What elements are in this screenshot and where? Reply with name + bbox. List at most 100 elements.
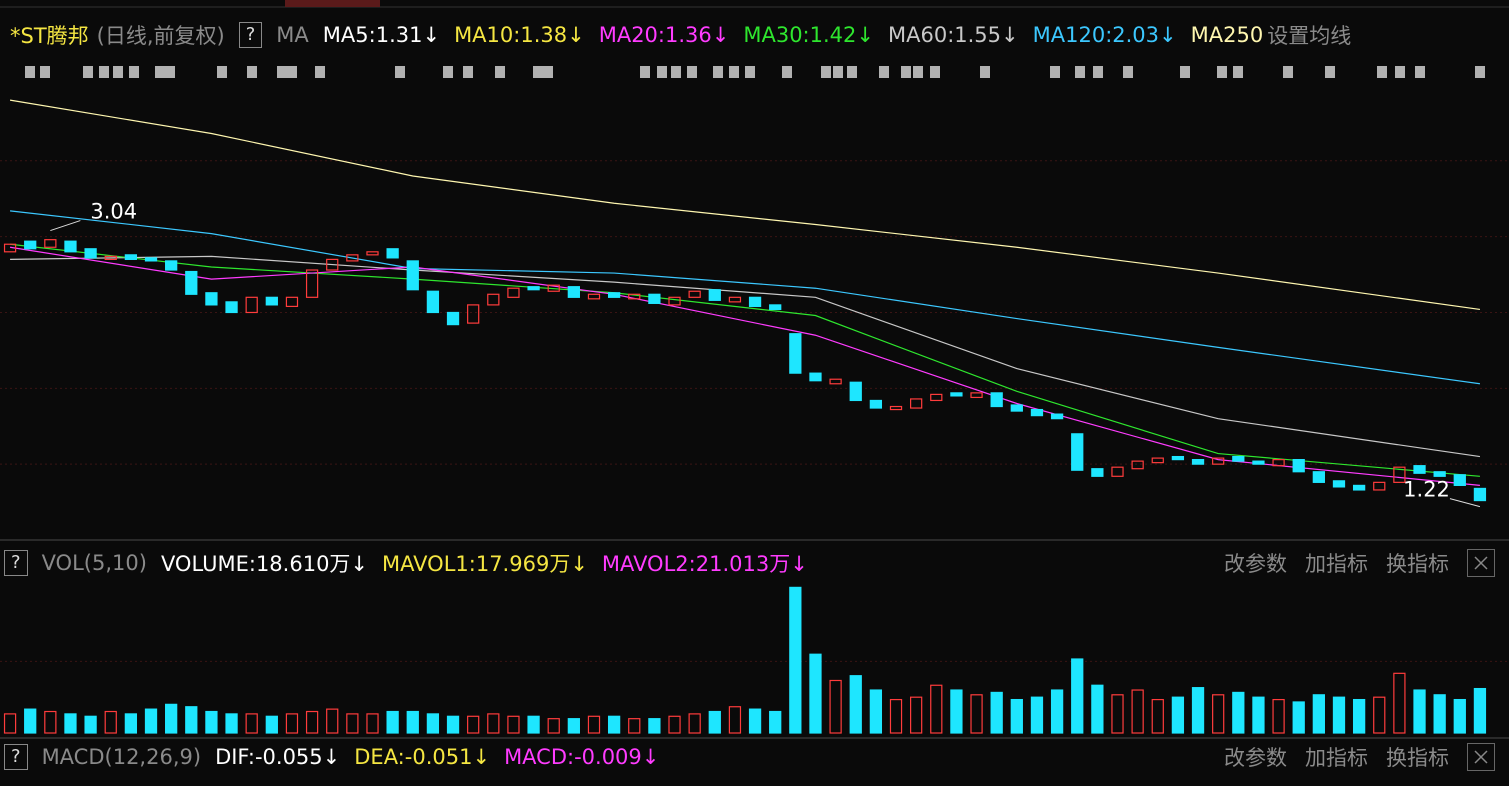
event-icon (640, 66, 650, 78)
volume-bar (728, 706, 742, 734)
volume-bar (628, 718, 641, 734)
indicator: MA10:1.38↓ (454, 23, 585, 47)
candle-up (346, 254, 359, 262)
volume-bar (1010, 698, 1023, 734)
help-button[interactable]: ? (4, 550, 28, 576)
panel-name: MACD(12,26,9) (41, 745, 202, 769)
panel-button[interactable]: 换指标 (1386, 746, 1449, 770)
volume-bar (1232, 691, 1245, 734)
help-button[interactable]: ? (4, 744, 28, 770)
candle-up (285, 296, 299, 308)
candle-down (1433, 471, 1446, 477)
volume-bar (24, 708, 37, 734)
candle-up (44, 239, 57, 248)
panel-button[interactable]: 改参数 (1224, 746, 1287, 770)
candle-up (1151, 457, 1164, 464)
volume-bar (748, 708, 762, 734)
volume-bar (205, 710, 218, 734)
event-icon (930, 66, 940, 78)
event-icon (729, 66, 739, 78)
close-button[interactable] (1467, 549, 1495, 577)
annotation-arrow (50, 220, 81, 232)
volume-bar (467, 715, 480, 734)
help-button[interactable]: ? (238, 22, 263, 48)
active-tab (285, 0, 380, 7)
candle-up (1272, 459, 1285, 467)
indicator: MA30:1.42↓ (743, 23, 874, 47)
event-icon (40, 66, 50, 78)
period: (日线,前复权) (96, 24, 225, 48)
panel-buttons: 改参数 加指标 换指标 (1224, 546, 1495, 580)
volume-bar (607, 715, 621, 734)
candle-up (628, 293, 641, 300)
candle-up (930, 393, 943, 402)
indicator: MA250 (1190, 23, 1264, 47)
indicator: MAVOL2:21.013万↓ (601, 552, 808, 576)
volume-bar (1131, 689, 1144, 734)
volume-bar (708, 710, 721, 734)
volume-bar (1191, 687, 1205, 734)
volume-bar (1332, 696, 1346, 734)
event-icon (1377, 66, 1387, 78)
volume-header: ? VOL(5,10) VOLUME:18.610万↓ MAVOL1:17.969… (4, 546, 808, 580)
candle-down (1252, 460, 1265, 465)
event-icon (25, 66, 35, 78)
volume-bar (64, 713, 77, 734)
volume-bar (144, 708, 158, 734)
candle-down (648, 293, 661, 304)
event-icon (315, 66, 325, 78)
candle-up (104, 255, 117, 260)
candle-up (728, 296, 742, 303)
candle-up (467, 304, 480, 324)
ma-label: MA (276, 23, 309, 47)
volume-bar (386, 710, 399, 734)
candle-down (124, 254, 138, 260)
volume-bar (688, 713, 701, 734)
candle-down (1473, 487, 1487, 502)
panel-button[interactable]: 改参数 (1224, 552, 1287, 576)
moving-average-line (9, 99, 1481, 311)
event-icon (1075, 66, 1085, 78)
volume-bar (346, 713, 359, 734)
event-icon (463, 66, 473, 78)
indicator: VOLUME:18.610万↓ (160, 552, 369, 576)
event-icon (782, 66, 792, 78)
volume-bar (1352, 698, 1366, 734)
panel-button[interactable]: 加指标 (1305, 746, 1368, 770)
volume-bar (1171, 696, 1185, 734)
candle-down (225, 301, 238, 314)
volume-bar (970, 694, 983, 734)
panel-button[interactable]: 加指标 (1305, 552, 1368, 576)
candle-down (1312, 471, 1325, 483)
panel-name: VOL(5,10) (41, 551, 147, 575)
candle-up (547, 284, 560, 292)
candle-down (527, 286, 540, 291)
volume-bar (587, 715, 601, 734)
volume-bar (285, 713, 299, 734)
volume-bar (44, 710, 57, 734)
volume-bar (1433, 694, 1446, 734)
event-icon (1475, 66, 1485, 78)
volume-bar (185, 706, 198, 734)
volume-bar (869, 689, 883, 734)
candle-down (708, 289, 721, 301)
event-icon (1093, 66, 1103, 78)
close-button[interactable] (1467, 743, 1495, 771)
volume-bar (507, 715, 520, 734)
volume-bar (527, 715, 540, 734)
volume-bar (1212, 694, 1225, 734)
candle-down (950, 392, 963, 397)
indicator: MAVOL1:17.969万↓ (382, 552, 588, 576)
panel-button[interactable]: 换指标 (1386, 552, 1449, 576)
volume-bar (1030, 696, 1044, 734)
volume-bar (849, 675, 862, 734)
volume-bar (567, 718, 580, 734)
volume-bar (305, 710, 319, 734)
candle-up (326, 258, 339, 271)
volume-bar (265, 715, 278, 734)
indicator-list: MA5:1.31↓ MA10:1.38↓ MA20:1.36↓ MA30:1.42↓ M… (323, 23, 1263, 47)
settings-button[interactable]: 设置均线 (1267, 24, 1352, 48)
candle-up (688, 290, 701, 298)
